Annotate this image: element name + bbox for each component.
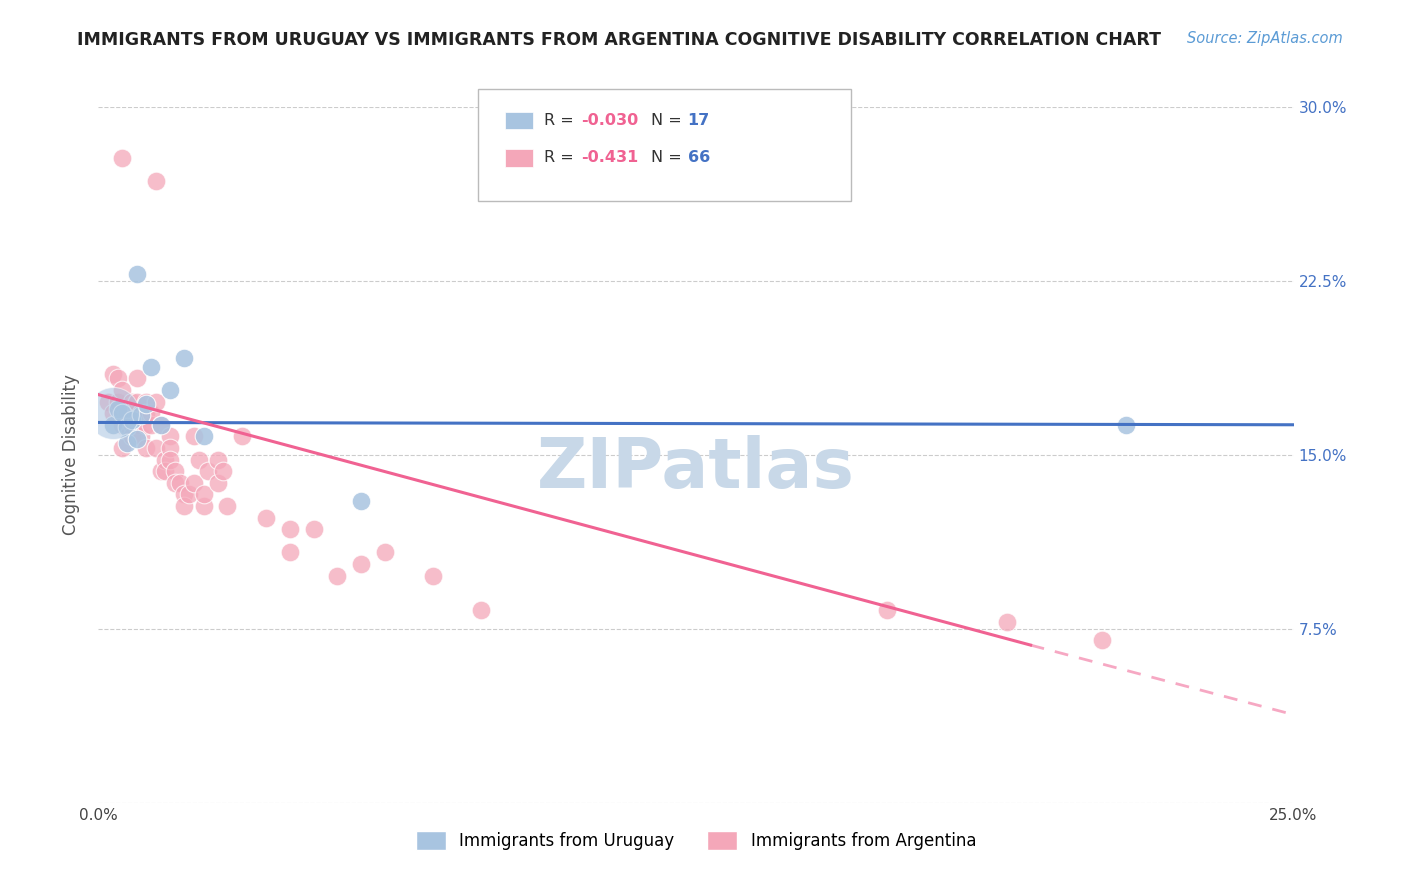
Point — [101, 417, 124, 432]
Point — [125, 406, 148, 420]
Point — [197, 464, 219, 478]
Point — [149, 417, 172, 432]
Text: Source: ZipAtlas.com: Source: ZipAtlas.com — [1187, 31, 1343, 46]
Point — [173, 499, 195, 513]
Point — [125, 417, 148, 432]
Text: R =: R = — [544, 151, 579, 165]
Point — [101, 406, 124, 420]
Point — [135, 397, 157, 411]
Point — [139, 359, 162, 374]
Point — [254, 510, 277, 524]
Text: R =: R = — [544, 113, 579, 128]
Point — [163, 475, 186, 490]
Legend: Immigrants from Uruguay, Immigrants from Argentina: Immigrants from Uruguay, Immigrants from… — [409, 824, 983, 857]
Point — [278, 522, 301, 536]
Point — [101, 367, 124, 381]
Point — [135, 417, 157, 432]
Point — [422, 568, 444, 582]
Point — [876, 603, 898, 617]
Point — [1091, 633, 1114, 648]
Text: N =: N = — [651, 151, 688, 165]
Point — [111, 441, 134, 455]
Point — [187, 452, 209, 467]
Point — [278, 545, 301, 559]
Point — [111, 417, 134, 432]
Point — [193, 499, 215, 513]
Point — [1115, 417, 1137, 432]
Point — [125, 267, 148, 281]
Point — [193, 487, 215, 501]
Point — [159, 452, 181, 467]
Point — [179, 487, 201, 501]
Point — [155, 464, 177, 478]
Point — [217, 499, 239, 513]
Point — [350, 494, 373, 508]
Point — [163, 464, 186, 478]
Point — [111, 151, 134, 165]
Point — [131, 406, 153, 420]
Point — [169, 475, 191, 490]
Point — [374, 545, 396, 559]
Point — [145, 174, 167, 188]
Text: 17: 17 — [688, 113, 710, 128]
Y-axis label: Cognitive Disability: Cognitive Disability — [62, 375, 80, 535]
Point — [101, 406, 124, 420]
Text: IMMIGRANTS FROM URUGUAY VS IMMIGRANTS FROM ARGENTINA COGNITIVE DISABILITY CORREL: IMMIGRANTS FROM URUGUAY VS IMMIGRANTS FR… — [77, 31, 1161, 49]
Text: ZIPatlas: ZIPatlas — [537, 435, 855, 502]
Point — [135, 406, 157, 420]
Point — [131, 429, 153, 443]
Point — [231, 429, 253, 443]
Point — [207, 475, 229, 490]
Point — [183, 475, 205, 490]
Point — [145, 441, 167, 455]
Point — [207, 452, 229, 467]
Text: -0.030: -0.030 — [581, 113, 638, 128]
Point — [211, 464, 233, 478]
Point — [159, 429, 181, 443]
Point — [470, 603, 492, 617]
Point — [135, 441, 157, 455]
Point — [995, 615, 1018, 629]
Point — [125, 371, 148, 385]
Text: N =: N = — [651, 113, 688, 128]
Point — [115, 417, 138, 432]
Point — [97, 394, 120, 409]
Point — [115, 406, 138, 420]
Text: 66: 66 — [688, 151, 710, 165]
Point — [121, 394, 143, 409]
Point — [121, 417, 143, 432]
Point — [139, 406, 162, 420]
Point — [159, 441, 181, 455]
Point — [107, 371, 129, 385]
Point — [183, 429, 205, 443]
Point — [155, 452, 177, 467]
Point — [121, 429, 143, 443]
Point — [149, 417, 172, 432]
Point — [145, 394, 167, 409]
Point — [107, 394, 129, 409]
Point — [302, 522, 325, 536]
Point — [115, 406, 138, 420]
Point — [173, 351, 195, 365]
Point — [115, 436, 138, 450]
Point — [107, 401, 129, 416]
Point — [135, 394, 157, 409]
Point — [125, 432, 148, 446]
Point — [173, 487, 195, 501]
Point — [111, 383, 134, 397]
Point — [139, 417, 162, 432]
Point — [326, 568, 349, 582]
Point — [115, 420, 138, 434]
Point — [111, 406, 134, 420]
Point — [131, 409, 153, 423]
Point — [193, 429, 215, 443]
Point — [125, 394, 148, 409]
Point — [121, 413, 143, 427]
Point — [149, 464, 172, 478]
Point — [350, 557, 373, 571]
Point — [159, 383, 181, 397]
Text: -0.431: -0.431 — [581, 151, 638, 165]
